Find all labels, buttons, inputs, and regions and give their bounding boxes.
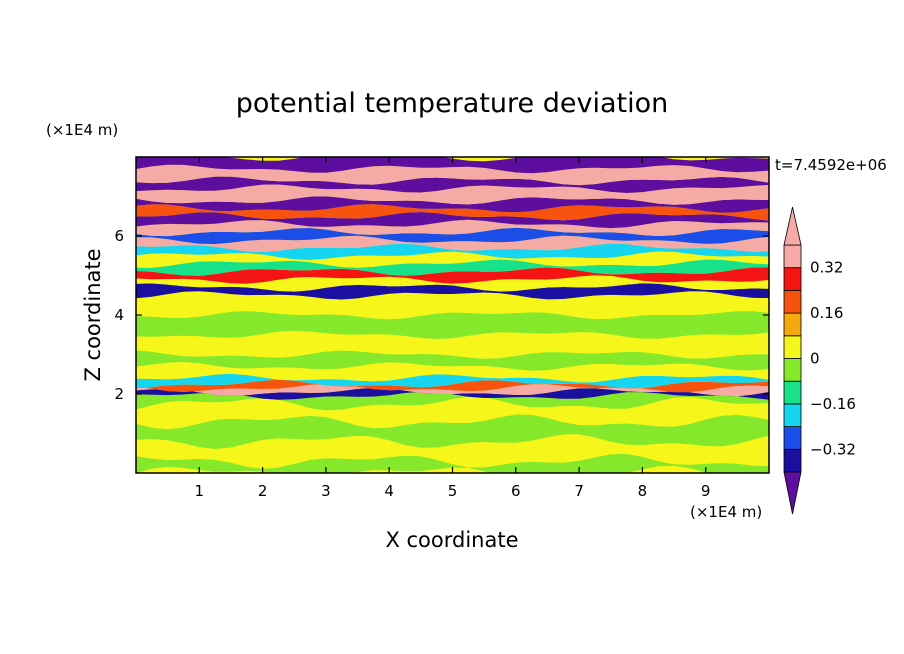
- contour-band: [136, 196, 769, 213]
- colorbar-segment: [783, 380, 802, 405]
- x-axis-label: X coordinate: [385, 528, 518, 552]
- contour-band: [136, 204, 769, 221]
- contour-band: [136, 396, 769, 430]
- x-axis-ticks: 1 2 3 4 5 6 7 8 9: [195, 157, 711, 500]
- x-tick-label: 3: [321, 482, 331, 500]
- contour-field: [136, 157, 769, 473]
- contour-band: [136, 164, 769, 186]
- contour-band: [136, 243, 769, 260]
- contour-band: [136, 157, 769, 174]
- colorbar: 0.32 0.16 0 −0.16 −0.32: [783, 206, 856, 515]
- colorbar-segment: [783, 244, 802, 269]
- contour-band: [136, 235, 769, 252]
- contour-band: [136, 373, 769, 389]
- contour-band: [136, 414, 769, 449]
- contour-band: [136, 219, 769, 237]
- contour-band: [136, 227, 769, 244]
- contour-band: [136, 383, 769, 397]
- colorbar-segment: [783, 358, 802, 382]
- colorbar-tick-label: 0.32: [810, 259, 843, 277]
- contour-band: [136, 330, 769, 359]
- colorbar-segment: [783, 426, 802, 450]
- contour-band: [136, 275, 769, 292]
- colorbar-segment: [783, 335, 802, 359]
- colorbar-segment: [783, 448, 802, 473]
- colorbar-extend-top: [783, 206, 802, 246]
- colorbar-tick-label: 0.16: [810, 304, 843, 322]
- chart-title: potential temperature deviation: [236, 88, 668, 119]
- time-label: t=7.4592e+06: [775, 156, 887, 174]
- x-tick-label: 4: [384, 482, 394, 500]
- y-axis-label: Z coordinate: [81, 248, 105, 381]
- colorbar-tick-label: 0: [810, 350, 820, 368]
- contour-band: [136, 184, 769, 205]
- x-unit-label: (×1E4 m): [690, 503, 762, 521]
- y-tick-label: 2: [114, 385, 124, 403]
- contour-band: [136, 434, 769, 469]
- contour-band: [136, 387, 769, 400]
- colorbar-tick-label: −0.16: [810, 395, 856, 413]
- contour-band: [136, 176, 769, 193]
- contour-band: [136, 267, 769, 284]
- x-tick-label: 9: [701, 482, 711, 500]
- colorbar-tick-label: −0.32: [810, 440, 856, 458]
- contour-band: [136, 259, 769, 276]
- contour-band: [136, 212, 769, 229]
- contour-band: [136, 311, 769, 339]
- contour-band: [136, 251, 769, 268]
- x-tick-label: 7: [574, 482, 584, 500]
- y-tick-label: 4: [114, 306, 124, 324]
- colorbar-segment: [783, 312, 802, 337]
- y-unit-label: (×1E4 m): [46, 121, 118, 139]
- contour-band: [136, 291, 769, 320]
- contour-band: [136, 362, 769, 383]
- x-tick-label: 8: [638, 482, 648, 500]
- x-tick-label: 5: [448, 482, 458, 500]
- x-tick-label: 1: [195, 482, 205, 500]
- y-axis-ticks: 2 4 6: [114, 227, 769, 403]
- colorbar-segment: [783, 267, 802, 291]
- colorbar-extend-bottom: [783, 471, 802, 515]
- colorbar-segment: [783, 403, 802, 427]
- contour-band: [136, 283, 769, 300]
- x-tick-label: 6: [511, 482, 521, 500]
- colorbar-segment: [783, 289, 802, 314]
- contour-band: [136, 350, 769, 371]
- contour-band: [136, 379, 769, 393]
- y-tick-label: 6: [114, 227, 124, 245]
- contour-band: [136, 391, 769, 411]
- contour-band: [136, 453, 769, 473]
- x-tick-label: 2: [258, 482, 268, 500]
